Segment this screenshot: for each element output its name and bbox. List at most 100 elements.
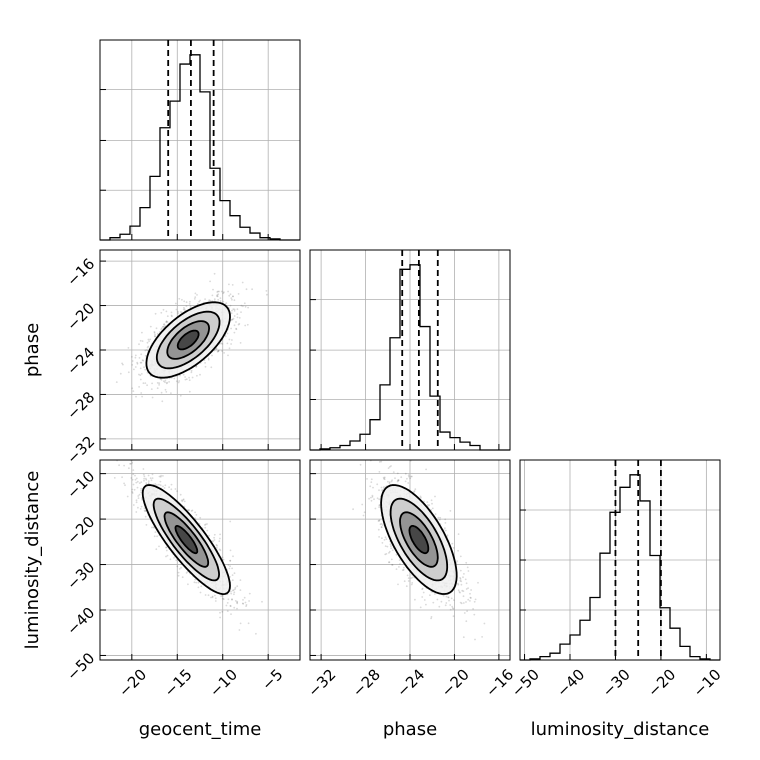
sample-point (460, 580, 463, 583)
sample-point (411, 576, 414, 579)
sample-point (388, 466, 391, 468)
sample-point (216, 295, 218, 297)
sample-point (143, 479, 145, 482)
sample-point (430, 499, 433, 502)
sample-point (143, 475, 146, 478)
sample-point (404, 480, 407, 483)
sample-point (140, 487, 143, 490)
sample-point (232, 589, 235, 591)
sample-point (237, 323, 240, 326)
sample-point (150, 479, 153, 482)
sample-point (162, 380, 165, 383)
sample-point (247, 622, 250, 625)
sample-point (140, 373, 143, 375)
sample-point (378, 504, 381, 507)
sample-point (361, 503, 364, 506)
sample-point (199, 299, 202, 302)
sample-point (198, 300, 201, 303)
sample-point (137, 506, 139, 509)
density-contour (141, 484, 231, 596)
sample-point (132, 483, 135, 486)
sample-point (139, 361, 142, 364)
sample-point (138, 343, 140, 346)
sample-point (154, 333, 156, 336)
sample-point (193, 581, 196, 584)
sample-point (165, 320, 168, 323)
sample-point (467, 570, 470, 572)
sample-point (255, 632, 257, 635)
sample-point (156, 382, 159, 384)
sample-point (226, 342, 229, 345)
hist-panel-phase (309, 249, 511, 451)
density-fill (175, 525, 198, 554)
sample-point (177, 312, 180, 315)
sample-point (194, 578, 197, 581)
sample-point (229, 549, 232, 552)
sample-point (151, 396, 154, 399)
sample-point (160, 328, 163, 331)
sample-point (398, 566, 400, 568)
x-tick-label: −20 (115, 666, 150, 701)
sample-point (214, 600, 217, 602)
sample-point (229, 293, 232, 296)
sample-point (135, 481, 138, 484)
sample-point (431, 507, 434, 510)
sample-point (383, 486, 385, 488)
sample-point (440, 600, 443, 603)
sample-point (400, 476, 403, 479)
sample-point (131, 488, 134, 491)
sample-point (183, 500, 186, 503)
sample-point (210, 366, 213, 369)
sample-point (446, 534, 449, 537)
sample-point (217, 350, 220, 352)
sample-point (219, 297, 222, 299)
sample-point (131, 364, 134, 366)
sample-point (429, 594, 431, 597)
sample-point (466, 566, 469, 569)
sample-point (384, 545, 387, 547)
sample-point (162, 475, 164, 477)
sample-point (240, 304, 243, 307)
sample-point (154, 531, 157, 533)
sample-point (438, 518, 441, 521)
sample-point (134, 478, 137, 481)
sample-point (467, 598, 470, 601)
sample-point (465, 582, 468, 585)
sample-point (229, 605, 232, 607)
sample-point (141, 359, 144, 361)
sample-point (233, 308, 236, 311)
y-axis-label-phase: phase (22, 323, 43, 377)
sample-point (199, 591, 202, 594)
sample-point (407, 474, 410, 476)
sample-point (137, 497, 140, 499)
sample-point (456, 560, 458, 562)
sample-point (217, 290, 219, 293)
sample-point (391, 479, 393, 482)
sample-point (430, 616, 433, 618)
sample-point (209, 299, 212, 302)
sample-point (132, 390, 135, 392)
sample-point (213, 272, 216, 275)
sample-point (373, 498, 375, 501)
sample-point (369, 485, 372, 488)
sample-point (153, 527, 156, 529)
sample-point (421, 588, 424, 591)
panel-frame (99, 459, 301, 661)
sample-point (431, 502, 433, 505)
sample-point (239, 622, 242, 625)
sample-point (232, 555, 234, 558)
sample-point (141, 340, 144, 342)
sample-point (154, 312, 157, 315)
sample-point (160, 474, 163, 477)
sample-point (209, 280, 212, 283)
sample-point (123, 482, 125, 485)
panel-frame (99, 249, 301, 451)
sample-point (439, 516, 442, 519)
sample-point (137, 495, 140, 497)
sample-point (425, 603, 427, 606)
sample-point (170, 392, 172, 394)
sample-point (147, 338, 150, 341)
sample-point (177, 381, 180, 384)
sample-point (115, 381, 118, 383)
sample-point (413, 491, 415, 493)
